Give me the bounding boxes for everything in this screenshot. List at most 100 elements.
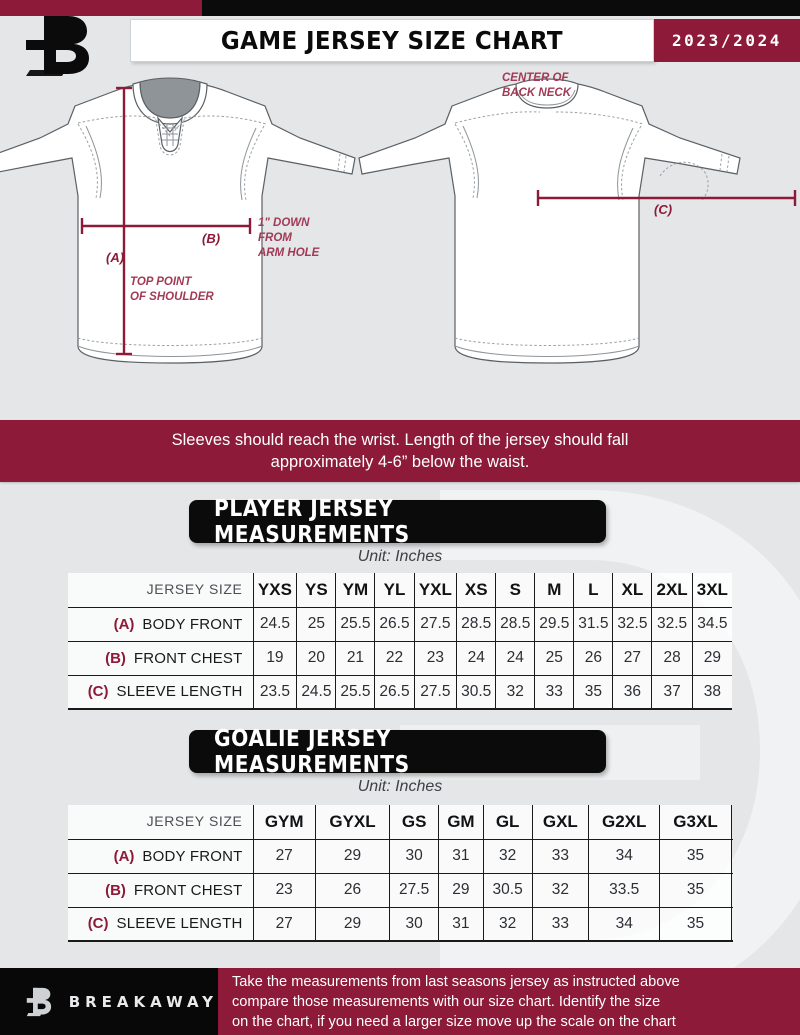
measurement-label-cell: (A) BODY FRONT bbox=[68, 606, 254, 642]
size-header-empty bbox=[730, 805, 732, 840]
table-row: (B) FRONT CHEST 19 20 21 22 23 24 24 25 26 27 28 29 bbox=[68, 640, 732, 676]
measurement-label: BODY FRONT bbox=[142, 615, 243, 633]
front-note-b-line1: 1" DOWN bbox=[258, 217, 310, 229]
measurement-value: 38 bbox=[691, 674, 732, 710]
size-header-2xl: 2XL bbox=[651, 573, 693, 608]
size-header-ym: YM bbox=[335, 573, 376, 608]
measurement-value: 30 bbox=[389, 838, 440, 874]
breakaway-b-logo-icon bbox=[26, 16, 89, 76]
measurement-value: 28.5 bbox=[456, 606, 497, 642]
measurement-label-cell: (B) FRONT CHEST bbox=[68, 640, 254, 676]
measurement-value: 30.5 bbox=[456, 674, 497, 710]
measurement-value: 32 bbox=[495, 674, 536, 710]
measurement-value: 25.5 bbox=[335, 606, 376, 642]
measurement-value: 37 bbox=[651, 674, 693, 710]
size-label-cell: JERSEY SIZE bbox=[68, 805, 254, 840]
measurement-value: 33 bbox=[531, 838, 590, 874]
size-header-xs: XS bbox=[456, 573, 497, 608]
measurement-label-cell: (B) FRONT CHEST bbox=[68, 872, 254, 908]
measurement-value: 29 bbox=[314, 906, 391, 942]
jersey-front-view: (B) (A) TOP POINT OF SHOULDER 1" DOWN FR… bbox=[0, 77, 356, 364]
back-note-c-line1: CENTER OF bbox=[502, 72, 569, 84]
measurement-value: 25 bbox=[296, 606, 337, 642]
measurement-value-empty bbox=[730, 838, 732, 874]
table-row: (B) FRONT CHEST 23 26 27.5 29 30.5 32 33.5 35 bbox=[68, 872, 732, 908]
measurement-tag: (A) bbox=[113, 615, 135, 633]
measurement-value: 24 bbox=[456, 640, 497, 676]
footer-instructions: Take the measurements from last seasons … bbox=[218, 968, 800, 1035]
measurement-value: 35 bbox=[573, 674, 614, 710]
measurement-label: BODY FRONT bbox=[142, 847, 243, 865]
size-header-yl: YL bbox=[374, 573, 415, 608]
measurement-value: 21 bbox=[335, 640, 376, 676]
size-header-xl: XL bbox=[612, 573, 653, 608]
size-header-l: L bbox=[573, 573, 614, 608]
measurement-label: SLEEVE LENGTH bbox=[116, 915, 243, 933]
table-row: (A) BODY FRONT 24.5 25 25.5 26.5 27.5 28.5 28.5 2… bbox=[68, 606, 732, 642]
measurement-value: 34.5 bbox=[691, 606, 732, 642]
measurement-value: 29.5 bbox=[534, 606, 575, 642]
measurement-value: 25 bbox=[534, 640, 575, 676]
footer-brand-name: BREAKAWAY bbox=[68, 992, 218, 1011]
measurement-value: 31 bbox=[438, 906, 484, 942]
measurement-value: 32.5 bbox=[612, 606, 653, 642]
measurement-value: 26 bbox=[573, 640, 614, 676]
player-measurements-table: JERSEY SIZE YXS YS YM YL YXL XS S M L XL 2XL 3XL (A) B… bbox=[68, 573, 732, 710]
measurement-value: 25.5 bbox=[335, 674, 376, 710]
table-row: (C) SLEEVE LENGTH 27 29 30 31 32 33 34 35 bbox=[68, 906, 732, 942]
measurement-value: 27.5 bbox=[389, 872, 440, 908]
front-note-a-line1: TOP POINT bbox=[130, 276, 192, 288]
table-header-row: JERSEY SIZE YXS YS YM YL YXL XS S M L XL 2XL 3XL bbox=[68, 573, 732, 608]
player-unit-label: Unit: Inches bbox=[357, 548, 443, 565]
jersey-illustration: .j-out { fill:#ffffff; stroke:#5b6064; s… bbox=[0, 72, 797, 364]
front-note-b-line3: ARM HOLE bbox=[257, 247, 320, 259]
size-header-gl: GL bbox=[482, 805, 533, 840]
season-label: 2023/2024 bbox=[671, 31, 783, 50]
page-title-box: GAME JERSEY SIZE CHART bbox=[130, 19, 654, 62]
top-strip-maroon bbox=[0, 0, 202, 16]
size-header-yxl: YXL bbox=[413, 573, 458, 608]
size-header-gyxl: GYXL bbox=[314, 805, 391, 840]
goalie-measurements-table: JERSEY SIZE GYM GYXL GS GM GL GXL G2XL G3XL (A) BO… bbox=[68, 805, 732, 942]
measurement-value: 32 bbox=[482, 906, 533, 942]
size-header-3xl: 3XL bbox=[691, 573, 732, 608]
front-label-a: (A) bbox=[106, 250, 124, 265]
measurement-value: 36 bbox=[612, 674, 653, 710]
measurement-value: 26.5 bbox=[374, 674, 415, 710]
measurement-value: 26.5 bbox=[374, 606, 415, 642]
goalie-unit-label: Unit: Inches bbox=[357, 778, 443, 795]
top-strip-black bbox=[202, 0, 800, 16]
size-label-text: JERSEY SIZE bbox=[146, 812, 243, 829]
table-header-row: JERSEY SIZE GYM GYXL GS GM GL GXL G2XL G3XL bbox=[68, 805, 732, 840]
player-section-title-pill: PLAYER JERSEY MEASUREMENTS bbox=[189, 496, 606, 548]
measurement-value: 23.5 bbox=[252, 674, 298, 710]
size-header-gym: GYM bbox=[252, 805, 316, 840]
size-header-s: S bbox=[495, 573, 536, 608]
measurement-label-cell: (C) SLEEVE LENGTH bbox=[68, 906, 254, 942]
measurement-value: 32.5 bbox=[651, 606, 693, 642]
size-header-yxs: YXS bbox=[252, 573, 298, 608]
size-header-g2xl: G2XL bbox=[588, 805, 661, 840]
footer-note-line3: on the chart, if you need a larger size … bbox=[232, 1013, 676, 1030]
page-header: GAME JERSEY SIZE CHART 2023/2024 bbox=[0, 16, 800, 76]
measurement-value: 33.5 bbox=[588, 872, 661, 908]
measurement-value: 24 bbox=[495, 640, 536, 676]
measurement-value: 19 bbox=[252, 640, 298, 676]
measurement-value: 33 bbox=[534, 674, 575, 710]
table-row: (A) BODY FRONT 27 29 30 31 32 33 34 35 bbox=[68, 838, 732, 874]
measurement-value: 34 bbox=[588, 906, 661, 942]
measurement-value: 28 bbox=[651, 640, 693, 676]
measurement-value: 27.5 bbox=[413, 674, 458, 710]
measurement-value: 27 bbox=[252, 906, 316, 942]
player-section-title: PLAYER JERSEY MEASUREMENTS bbox=[214, 495, 410, 548]
measurement-tag: (A) bbox=[113, 847, 135, 865]
footer-brand-block: BREAKAWAY bbox=[0, 968, 218, 1035]
measurement-value: 24.5 bbox=[252, 606, 298, 642]
measurement-label: SLEEVE LENGTH bbox=[116, 683, 243, 701]
fit-note-line1: Sleeves should reach the wrist. Length o… bbox=[171, 431, 629, 449]
goalie-table: JERSEY SIZE GYM GYXL GS GM GL GXL G2XL G3XL (A) BO… bbox=[68, 805, 732, 942]
measurement-value: 27.5 bbox=[413, 606, 458, 642]
measurement-tag: (C) bbox=[87, 915, 109, 933]
front-note-a-line2: OF SHOULDER bbox=[130, 291, 214, 303]
size-header-gm: GM bbox=[438, 805, 484, 840]
